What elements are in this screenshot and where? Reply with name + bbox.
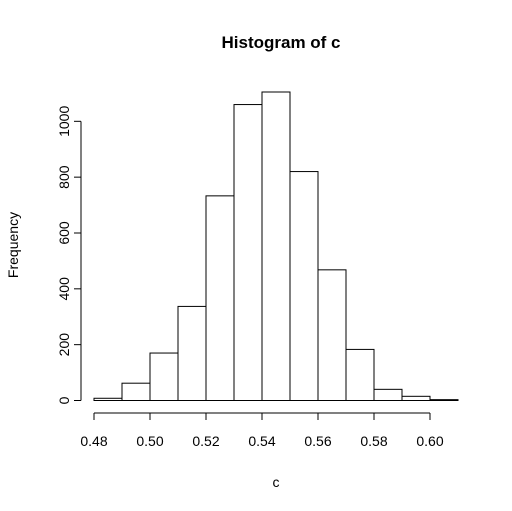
y-tick-label: 0 [56, 396, 72, 404]
x-tick-label: 0.58 [360, 433, 387, 449]
y-tick-label: 1000 [56, 106, 72, 137]
x-tick-label: 0.60 [416, 433, 443, 449]
histogram-bar [261, 91, 291, 401]
y-tick-label: 200 [56, 333, 72, 357]
histogram-bar [149, 352, 179, 402]
histogram-bar [345, 348, 375, 402]
x-tick-label: 0.56 [304, 433, 331, 449]
y-axis-label: Frequency [5, 212, 21, 278]
histogram-bar [289, 171, 319, 401]
y-tick-label: 400 [56, 277, 72, 301]
x-tick-label: 0.54 [248, 433, 275, 449]
histogram-bar [401, 395, 431, 401]
x-tick-label: 0.48 [80, 433, 107, 449]
y-tick-label: 600 [56, 221, 72, 245]
x-axis-label: c [273, 474, 280, 490]
x-tick-label: 0.50 [136, 433, 163, 449]
histogram-bar [429, 399, 459, 402]
chart-title: Histogram of c [221, 33, 340, 52]
x-axis: 0.48 0.50 0.52 0.54 0.56 0.58 0.60 [80, 412, 444, 449]
histogram-bar [177, 305, 207, 401]
histogram-bar [205, 195, 235, 401]
histogram-bar [121, 382, 151, 402]
histogram-bar [233, 104, 263, 401]
histogram-bar [317, 269, 347, 401]
y-tick-label: 800 [56, 165, 72, 189]
bars-group [93, 91, 459, 402]
histogram-bar [93, 397, 123, 401]
histogram-bar [373, 388, 403, 401]
x-tick-label: 0.52 [192, 433, 219, 449]
y-axis: 0 200 400 600 800 1000 [56, 106, 82, 404]
